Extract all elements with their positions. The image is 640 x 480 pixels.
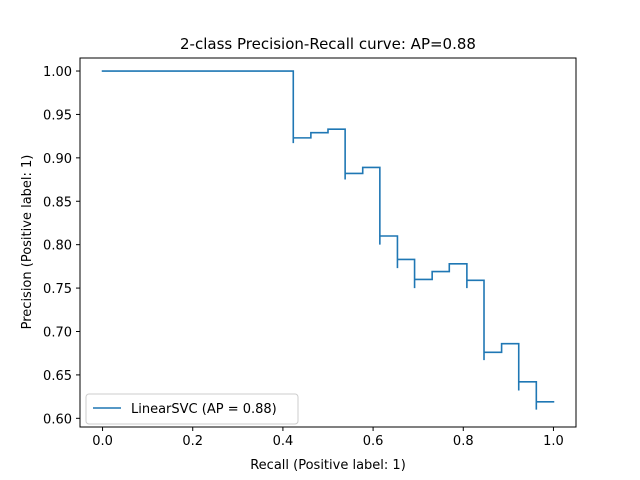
x-tick-label: 0.2 — [182, 434, 203, 449]
y-tick-label: 0.95 — [43, 108, 72, 123]
y-tick-label: 0.60 — [43, 412, 72, 427]
y-tick-label: 0.90 — [43, 152, 72, 167]
y-tick-label: 0.75 — [43, 282, 72, 297]
legend: LinearSVC (AP = 0.88) — [85, 393, 299, 425]
x-tick-label: 0.6 — [363, 434, 384, 449]
x-tick-label: 0.8 — [453, 434, 474, 449]
x-axis-label: Recall (Positive label: 1) — [250, 458, 406, 473]
x-tick-label: 0.0 — [92, 434, 113, 449]
legend-frame — [85, 393, 299, 425]
x-tick-label: 1.0 — [543, 434, 564, 449]
x-tick-label: 0.4 — [273, 434, 294, 449]
chart-title: 2-class Precision-Recall curve: AP=0.88 — [180, 35, 476, 53]
y-tick-label: 0.65 — [43, 369, 72, 384]
y-axis-label: Precision (Positive label: 1) — [20, 155, 35, 330]
legend-entry-label: LinearSVC (AP = 0.88) — [131, 402, 277, 417]
plot-area: 0.0 0.2 0.4 0.6 0.8 1.0 0.60 0.65 0.70 0.75 0.80 0.… — [43, 57, 577, 449]
axes-frame — [79, 57, 577, 428]
y-tick-label: 0.80 — [43, 239, 72, 254]
y-tick-label: 0.85 — [43, 195, 72, 210]
pr-curve-line — [101, 70, 555, 410]
y-tick-label: 1.00 — [43, 65, 72, 80]
y-tick-label: 0.70 — [43, 325, 72, 340]
